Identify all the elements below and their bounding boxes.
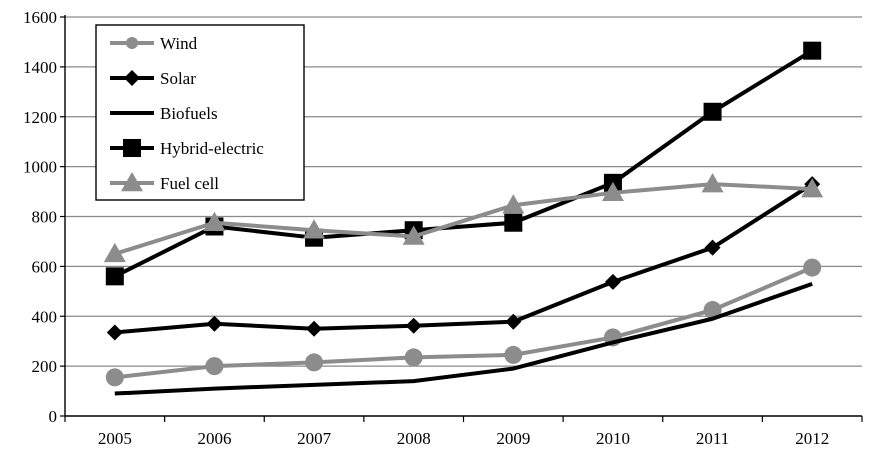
legend-label-solar: Solar (160, 69, 196, 88)
series-biofuels (114, 281, 813, 396)
data-point-hybrid-electric (803, 41, 822, 60)
data-point-fuel-cell (601, 181, 624, 202)
data-point-fuel-cell (502, 194, 525, 214)
data-point-fuel-cell (402, 225, 425, 245)
legend: Wind Solar Biofuels Hybrid-electric Fuel cel… (95, 24, 305, 201)
data-point-solar (604, 273, 621, 290)
x-tick-label: 2010 (596, 429, 630, 448)
data-point-solar (704, 239, 721, 256)
data-point-wind (305, 353, 324, 372)
x-tick-label: 2007 (297, 429, 332, 448)
legend-item-hybrid-electric: Hybrid-electric (110, 139, 264, 158)
legend-item-wind: Wind (110, 34, 198, 53)
data-point-solar (306, 320, 323, 337)
data-point-solar (505, 313, 522, 330)
data-point-wind (803, 258, 822, 277)
data-point-fuel-cell (801, 178, 824, 198)
series-line-wind (114, 265, 813, 380)
data-point-hybrid-electric (105, 267, 124, 286)
legend-item-biofuels: Biofuels (110, 104, 218, 123)
legend-item-fuel-cell: Fuel cell (110, 172, 219, 193)
legend-marker-fuel-cell (121, 172, 143, 192)
data-point-hybrid-electric (504, 213, 523, 232)
series-line-fuel-cell (114, 182, 813, 256)
y-tick-label: 1600 (23, 8, 57, 27)
legend-label-hybrid-electric: Hybrid-electric (160, 139, 264, 158)
legend-label-wind: Wind (160, 34, 198, 53)
legend-item-solar: Solar (110, 69, 196, 88)
y-tick-label: 1000 (23, 158, 57, 177)
data-point-wind (105, 368, 124, 387)
y-tick-label: 200 (32, 357, 58, 376)
data-point-wind (703, 301, 722, 320)
data-point-solar (106, 324, 123, 341)
legend-marker-wind (126, 37, 138, 49)
y-axis-ticks: 0 200 400 600 800 1000 1200 1400 1600 (23, 8, 65, 426)
data-point-solar (405, 317, 422, 334)
data-point-wind (205, 357, 224, 376)
y-tick-label: 1200 (23, 108, 57, 127)
data-point-hybrid-electric (703, 102, 722, 121)
data-point-fuel-cell (303, 219, 326, 239)
x-tick-label: 2005 (98, 429, 132, 448)
x-tick-label: 2011 (696, 429, 729, 448)
data-point-solar (206, 315, 223, 332)
data-point-fuel-cell (103, 242, 126, 263)
x-tick-label: 2012 (795, 429, 829, 448)
data-point-wind (404, 348, 423, 367)
series-fuel-cell (103, 173, 824, 263)
series-line-hybrid-electric (113, 48, 814, 279)
y-tick-label: 0 (49, 407, 58, 426)
x-tick-label: 2006 (197, 429, 231, 448)
data-point-fuel-cell (203, 211, 226, 231)
x-tick-label: 2008 (397, 429, 431, 448)
legend-label-fuel-cell: Fuel cell (160, 174, 219, 193)
y-tick-label: 400 (32, 307, 58, 326)
legend-marker-hybrid-electric (123, 139, 141, 157)
legend-label-biofuels: Biofuels (160, 104, 218, 123)
data-point-fuel-cell (701, 173, 724, 193)
series-line-solar (114, 182, 814, 335)
y-tick-label: 600 (32, 257, 58, 276)
x-axis-ticks: 2005 2006 2007 2008 2009 2010 2011 2012 (64, 416, 863, 448)
y-tick-label: 1400 (23, 58, 57, 77)
series-lines (103, 41, 824, 396)
series-line-biofuels (114, 281, 813, 396)
x-tick-label: 2009 (496, 429, 530, 448)
y-tick-label: 800 (32, 208, 58, 227)
data-point-wind (504, 345, 523, 364)
legend-marker-solar (124, 70, 140, 86)
